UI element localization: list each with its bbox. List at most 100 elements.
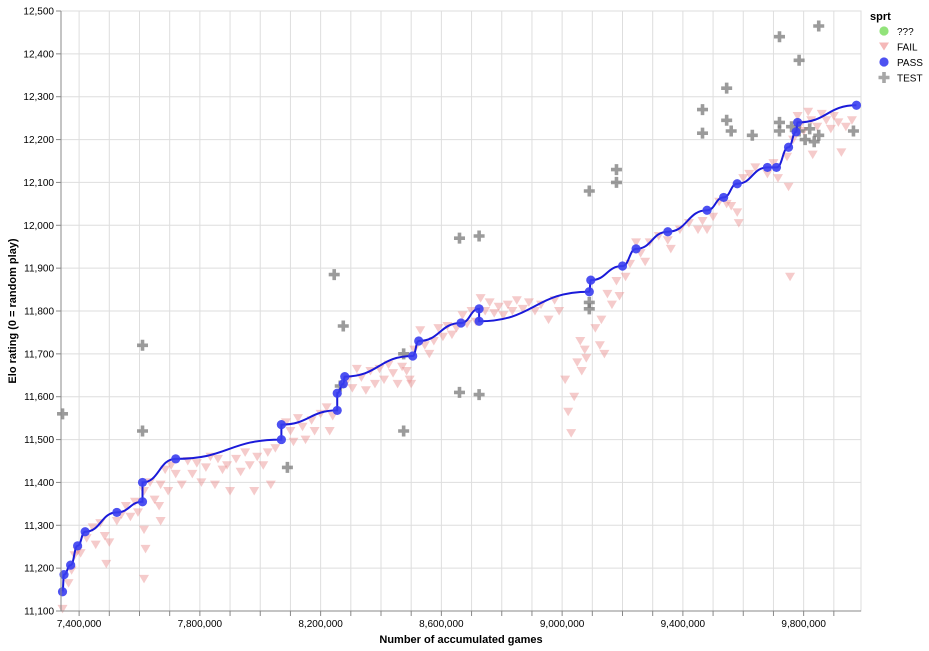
fail-point <box>104 538 115 547</box>
fail-point <box>75 549 86 558</box>
fail-point <box>792 112 803 121</box>
fail-point <box>231 454 242 464</box>
fail-point <box>270 444 281 453</box>
pass-point <box>338 379 348 389</box>
test-point <box>473 389 485 401</box>
fail-point <box>772 174 783 183</box>
fail-point <box>457 311 468 320</box>
fail-point <box>217 465 228 475</box>
fail-point <box>81 534 92 543</box>
test-point <box>697 127 709 139</box>
fail-point <box>125 512 136 522</box>
fail-point <box>404 375 415 385</box>
pass-point <box>617 261 628 271</box>
pass-point <box>732 179 742 189</box>
test-point <box>773 116 785 128</box>
x-axis: 7,400,000 7,800,000 8,200,000 8,600,000 9,00… <box>57 610 861 630</box>
fail-point <box>176 480 187 490</box>
pass-point <box>66 560 76 570</box>
pass-point <box>171 454 181 464</box>
fail-point <box>139 487 150 496</box>
test-point <box>583 185 595 197</box>
pass-point <box>137 477 148 488</box>
fail-point <box>828 112 839 121</box>
test-point <box>583 296 595 308</box>
fail-point <box>200 463 211 472</box>
legend-label: ??? <box>897 27 914 38</box>
pass-point <box>771 162 782 173</box>
pass-series <box>57 100 862 597</box>
legend-symbol- <box>879 26 889 36</box>
pass-point <box>663 227 673 237</box>
fail-point <box>120 502 131 511</box>
fail-point <box>369 379 380 389</box>
legend-symbol-pass <box>879 57 889 67</box>
fail-point <box>599 349 610 359</box>
fail-point <box>297 422 308 432</box>
fail-point <box>566 429 577 438</box>
pass-point <box>408 351 418 361</box>
test-point <box>281 461 293 473</box>
test-point <box>799 134 811 146</box>
fail-point <box>324 427 335 436</box>
fail-point <box>674 225 685 235</box>
x-tick-label: 9,800,000 <box>781 619 826 630</box>
test-point <box>773 125 785 137</box>
fail-point <box>424 349 435 359</box>
fail-point <box>265 480 276 490</box>
fail-point <box>493 302 504 312</box>
fail-point <box>653 232 664 241</box>
fail-point <box>155 517 166 526</box>
fail-point <box>507 307 518 316</box>
y-tick-label: 12,200 <box>23 135 54 146</box>
fail-point <box>101 559 112 569</box>
y-tick-label: 12,400 <box>23 49 54 60</box>
fail-point <box>517 304 528 314</box>
fail-point <box>543 315 554 325</box>
fail-point <box>406 379 417 389</box>
fail-point <box>581 354 592 363</box>
y-tick-label: 11,300 <box>24 521 54 532</box>
fail-point <box>475 294 486 303</box>
fail-point <box>222 461 233 470</box>
test-point <box>398 425 410 437</box>
fail-point <box>502 300 513 310</box>
fail-point <box>554 307 565 316</box>
test-point <box>453 386 465 398</box>
fail-point <box>708 212 719 222</box>
fail-point <box>744 169 755 179</box>
fail-point <box>782 152 793 162</box>
fail-point <box>576 367 587 376</box>
x-tick-label: 9,400,000 <box>661 619 706 630</box>
legend: sprt ??? FAIL PASS TEST <box>870 11 923 85</box>
fail-point <box>170 469 181 479</box>
legend-label: PASS <box>897 58 923 69</box>
test-point <box>808 136 820 148</box>
test-point <box>721 114 733 126</box>
pass-point <box>59 569 69 580</box>
pass-point <box>719 192 729 203</box>
fail-point <box>498 311 509 320</box>
pass-point <box>474 304 484 314</box>
fail-point <box>846 116 857 125</box>
fail-point <box>397 362 408 372</box>
pass-point <box>851 100 862 110</box>
fail-point <box>803 107 814 117</box>
fail-point <box>288 437 299 447</box>
x-tick-label: 8,600,000 <box>419 619 464 630</box>
fail-point <box>360 386 371 395</box>
pass-point <box>762 162 773 173</box>
y-tick-label: 11,400 <box>24 478 54 489</box>
fail-point <box>825 124 836 134</box>
x-tick-label: 7,800,000 <box>178 619 223 630</box>
fail-point <box>529 307 540 316</box>
fail-point <box>726 202 737 211</box>
fail-point <box>155 480 166 490</box>
fail-point <box>309 427 320 436</box>
test-point <box>847 125 859 137</box>
legend-symbol-test <box>878 72 890 83</box>
test-point <box>137 339 149 351</box>
test-point <box>813 129 825 141</box>
fail-point <box>785 272 796 282</box>
pass-point <box>586 275 596 285</box>
